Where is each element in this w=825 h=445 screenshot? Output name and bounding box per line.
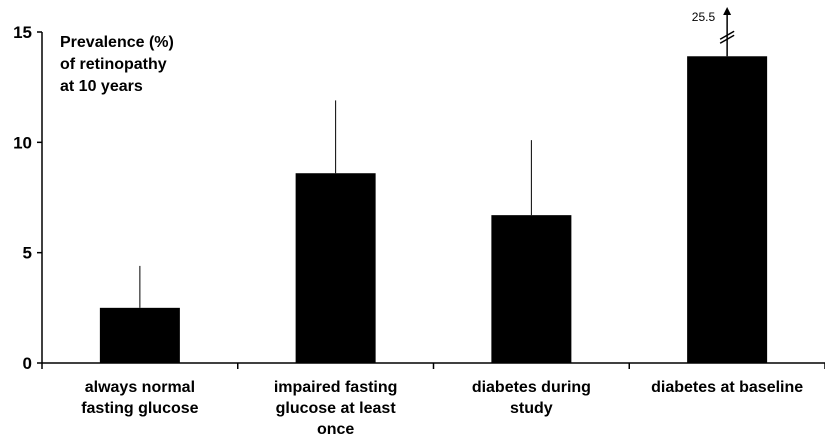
arrow-up-icon [723,7,732,15]
bar [687,56,768,363]
chart-title: Prevalence (%) of retinopathy at 10 year… [60,34,174,95]
error-bars [139,100,532,308]
annotation-label: 25.5 [692,10,716,24]
category-label: diabetes at baseline [651,379,803,396]
category-label: diabetes during [472,379,591,396]
category-label: glucose at least [276,400,397,417]
bars [99,56,768,363]
y-tick-label: 15 [13,23,32,42]
category-label: once [317,421,354,438]
axis-break-mark [719,34,735,44]
bar [491,215,572,363]
category-label: impaired fasting [274,379,398,396]
x-axis [41,362,825,369]
chart-title-line-1: Prevalence (%) [60,34,174,51]
bar [295,173,376,363]
chart-title-line-2: of retinopathy [60,56,167,73]
category-label: fasting glucose [81,400,198,417]
annotation-group: 25.5 [692,7,735,57]
y-tick-label: 0 [23,354,32,373]
y-tick-label: 10 [13,133,32,152]
bar [99,307,180,363]
category-labels: always normal fasting glucose impaired fas… [81,379,803,438]
y-axis: 0 5 10 15 [13,23,43,373]
chart-title-line-3: at 10 years [60,78,143,95]
category-label: study [510,400,553,417]
category-label: always normal [85,379,195,396]
axis-break-mark [719,30,735,40]
y-tick-label: 5 [23,244,32,263]
